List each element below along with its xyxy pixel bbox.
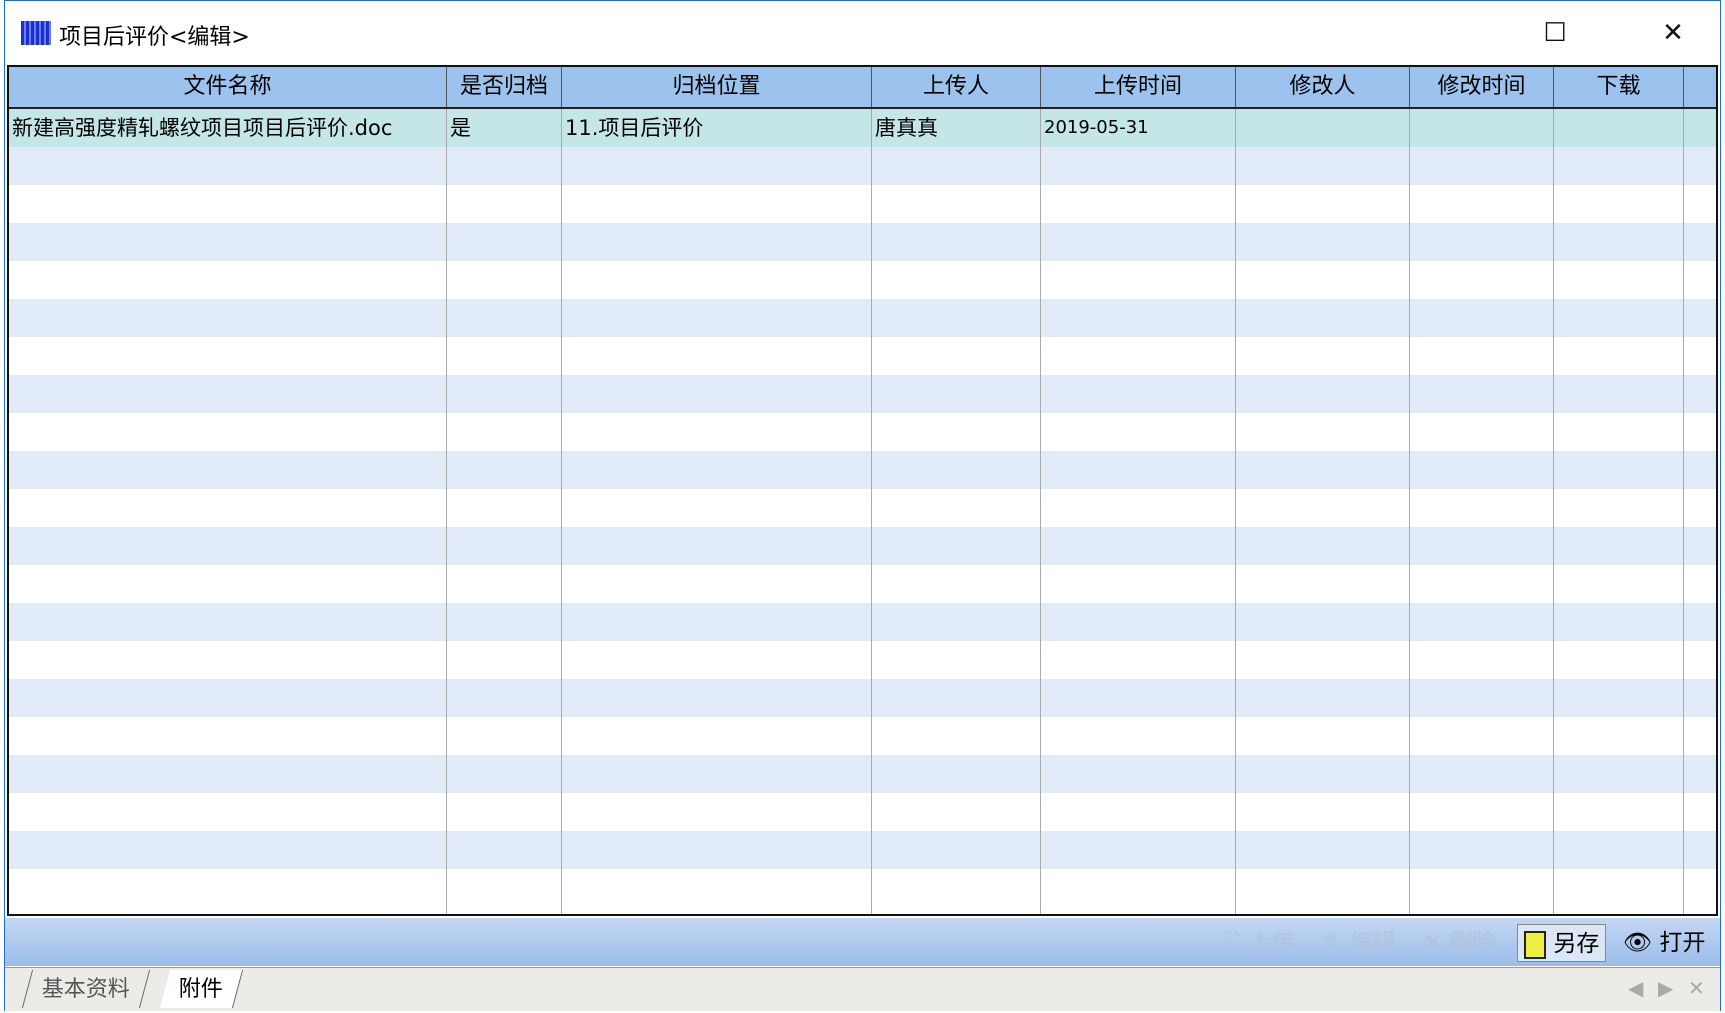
- column-header[interactable]: 文件名称: [9, 67, 447, 107]
- empty-row[interactable]: [9, 299, 1716, 337]
- empty-row[interactable]: [9, 527, 1716, 565]
- save-as-label: 另存: [1553, 931, 1600, 957]
- table-cell[interactable]: [1410, 109, 1554, 147]
- empty-row[interactable]: [9, 413, 1716, 451]
- column-divider: [1553, 109, 1554, 914]
- column-header[interactable]: 是否归档: [447, 67, 562, 107]
- empty-row[interactable]: [9, 793, 1716, 831]
- empty-row[interactable]: [9, 717, 1716, 755]
- open-button[interactable]: 👁 打开: [1623, 924, 1706, 962]
- column-divider: [561, 109, 562, 914]
- edit-label: 编辑: [1349, 930, 1396, 956]
- empty-row[interactable]: [9, 147, 1716, 185]
- title-bar: 项目后评价<编辑> ☐ ✕: [5, 1, 1720, 65]
- action-toolbar: 🗋 上传 ✎ 编辑 ✕ 删除 另存 👁 打开: [5, 918, 1720, 966]
- tab-attachments[interactable]: 附件: [159, 970, 244, 1008]
- tab-bar: 基本资料 附件 ◀ ▶ ✕: [5, 967, 1720, 1011]
- column-header[interactable]: 修改时间: [1410, 67, 1554, 107]
- column-divider: [1409, 109, 1410, 914]
- delete-label: 删除: [1449, 930, 1496, 956]
- close-button[interactable]: ✕: [1662, 18, 1684, 48]
- eye-icon: 👁: [1623, 930, 1653, 956]
- column-divider: [1040, 109, 1041, 914]
- upload-icon: 🗋: [1223, 930, 1242, 956]
- dialog-window: 项目后评价<编辑> ☐ ✕ 文件名称 是否归档 归档位置 上传人 上传时间 修改人 修改时间…: [4, 0, 1721, 1011]
- scroll-left-icon[interactable]: ◀: [1628, 976, 1644, 1000]
- table-cell[interactable]: [1554, 109, 1684, 147]
- edit-icon: ✎: [1323, 930, 1343, 956]
- open-label: 打开: [1659, 930, 1706, 956]
- column-header[interactable]: 上传人: [872, 67, 1041, 107]
- table-cell[interactable]: 是: [447, 109, 562, 147]
- table-cell[interactable]: 11.项目后评价: [562, 109, 872, 147]
- empty-row[interactable]: [9, 489, 1716, 527]
- empty-row[interactable]: [9, 679, 1716, 717]
- delete-button[interactable]: ✕ 删除: [1423, 924, 1496, 962]
- cabinet-icon: [1524, 930, 1546, 959]
- empty-row[interactable]: [9, 451, 1716, 489]
- column-divider: [1235, 109, 1236, 914]
- delete-icon: ✕: [1423, 930, 1443, 956]
- column-header[interactable]: 下载: [1554, 67, 1684, 107]
- column-header[interactable]: 上传时间: [1041, 67, 1236, 107]
- column-header[interactable]: 归档位置: [562, 67, 872, 107]
- empty-row[interactable]: [9, 831, 1716, 869]
- column-divider: [871, 109, 872, 914]
- edit-button[interactable]: ✎ 编辑: [1323, 924, 1396, 962]
- attachments-grid: 文件名称 是否归档 归档位置 上传人 上传时间 修改人 修改时间 下载 新建高强度精轧螺纹项目…: [7, 65, 1718, 916]
- empty-row[interactable]: [9, 375, 1716, 413]
- empty-row[interactable]: [9, 185, 1716, 223]
- empty-row[interactable]: [9, 641, 1716, 679]
- column-header[interactable]: 修改人: [1236, 67, 1410, 107]
- empty-row[interactable]: [9, 603, 1716, 641]
- tab-label: 附件: [178, 977, 223, 1002]
- table-cell[interactable]: 唐真真: [872, 109, 1041, 147]
- column-divider: [1683, 109, 1684, 914]
- table-cell[interactable]: [1236, 109, 1410, 147]
- maximize-button[interactable]: ☐: [1543, 18, 1567, 48]
- empty-row[interactable]: [9, 755, 1716, 793]
- empty-row[interactable]: [9, 869, 1716, 907]
- close-tab-icon[interactable]: ✕: [1688, 976, 1705, 1000]
- table-cell[interactable]: 2019-05-31: [1041, 109, 1236, 147]
- empty-row[interactable]: [9, 337, 1716, 375]
- grid-header: 文件名称 是否归档 归档位置 上传人 上传时间 修改人 修改时间 下载: [9, 67, 1716, 109]
- empty-row[interactable]: [9, 223, 1716, 261]
- empty-row[interactable]: [9, 565, 1716, 603]
- table-row[interactable]: 新建高强度精轧螺纹项目项目后评价.doc 是 11.项目后评价 唐真真 2019-05-…: [9, 109, 1716, 147]
- app-icon: [21, 21, 51, 45]
- tab-basic-info[interactable]: 基本资料: [21, 970, 151, 1008]
- column-divider: [446, 109, 447, 914]
- table-cell[interactable]: 新建高强度精轧螺纹项目项目后评价.doc: [9, 109, 447, 147]
- empty-row[interactable]: [9, 261, 1716, 299]
- upload-button[interactable]: 🗋 上传: [1223, 924, 1295, 962]
- window-title: 项目后评价<编辑>: [59, 25, 250, 50]
- upload-label: 上传: [1248, 930, 1295, 956]
- tab-label: 基本资料: [41, 977, 130, 1002]
- scroll-right-icon[interactable]: ▶: [1658, 976, 1674, 1000]
- save-as-button[interactable]: 另存: [1517, 924, 1607, 962]
